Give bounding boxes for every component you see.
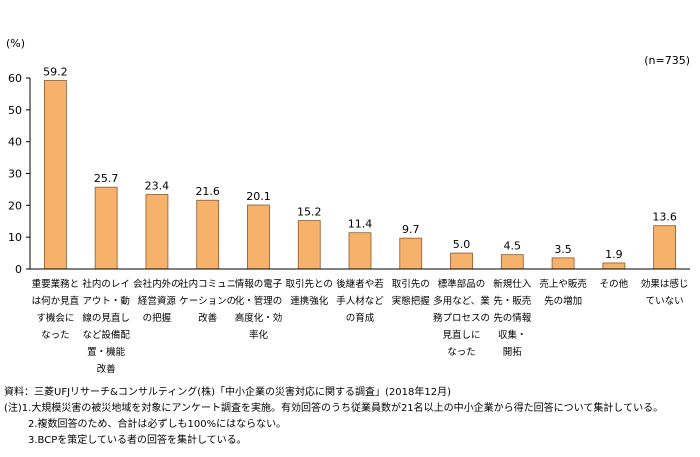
category-label: 情報の電子化・管理の高度化・効率化 bbox=[235, 278, 283, 341]
category-label-line: 実態把握 bbox=[392, 295, 431, 307]
note-1: (注)1.大規模災害の被災地域を対象にアンケート調査を実施。有効回答のうち従業員… bbox=[4, 403, 664, 414]
y-tick-label: 20 bbox=[8, 199, 22, 212]
category-label: その他 bbox=[600, 278, 629, 290]
category-label: 取引先との連携強化 bbox=[286, 278, 333, 307]
category-label-line: その他 bbox=[600, 278, 629, 290]
bar bbox=[145, 194, 169, 270]
y-tick-label: 10 bbox=[8, 231, 22, 244]
category-label-line: 置・機能 bbox=[87, 346, 126, 358]
bar bbox=[43, 80, 67, 270]
category-label-line: 収集・ bbox=[498, 329, 527, 341]
category-label-line: アウト・動 bbox=[82, 296, 130, 307]
bar bbox=[196, 199, 220, 270]
bar-value-label: 1.9 bbox=[605, 248, 623, 261]
category-label-line: 会社内外の bbox=[133, 278, 181, 290]
bar bbox=[348, 232, 372, 270]
bar-value-label: 13.6 bbox=[652, 211, 677, 224]
category-label-line: は何か見直 bbox=[32, 295, 80, 307]
bar-value-label: 3.5 bbox=[554, 243, 572, 256]
category-label: 標準部品の多用など、業務プロセスの見直しになった bbox=[433, 278, 490, 358]
category-label-line: なった bbox=[41, 330, 70, 341]
bar-value-label: 25.7 bbox=[94, 172, 119, 185]
category-label-line: 経営資源 bbox=[138, 295, 177, 307]
category-label: 取引先の実態把握 bbox=[392, 278, 431, 307]
category-label-line: 多用など、業 bbox=[433, 295, 490, 307]
category-label-line: 改善 bbox=[198, 312, 218, 324]
bar-value-label: 23.4 bbox=[145, 180, 170, 193]
category-label-line: ていない bbox=[646, 296, 684, 307]
bar bbox=[602, 262, 626, 270]
bar-value-label: 5.0 bbox=[453, 238, 471, 251]
note-3: 3.BCPを策定している者の回答を集計している。 bbox=[28, 435, 247, 446]
source-note: 資料：三菱UFJリサーチ&コンサルティング(株)「中小企業の災害対応に関する調査… bbox=[4, 387, 451, 398]
category-label-line: 見直しに bbox=[443, 329, 481, 341]
bar-value-label: 15.2 bbox=[297, 206, 322, 219]
category-label-line: ケーションの bbox=[179, 296, 236, 307]
category-label-line: 改善 bbox=[97, 363, 117, 375]
category-label-line: 化・管理の bbox=[235, 295, 283, 307]
category-label-line: など設備配 bbox=[82, 329, 130, 341]
category-label: 社内のレイアウト・動線の見直しなど設備配置・機能改善 bbox=[82, 278, 130, 375]
category-label-line: 手人材など bbox=[336, 295, 384, 307]
bar bbox=[500, 254, 524, 270]
bar bbox=[297, 220, 321, 270]
category-label-line: 標準部品の bbox=[438, 278, 486, 290]
bar bbox=[399, 237, 423, 270]
category-label-line: 先・販売 bbox=[493, 295, 531, 307]
category-label-line: す機会に bbox=[36, 312, 74, 324]
category-label-line: 重要業務と bbox=[32, 278, 80, 290]
bar bbox=[94, 186, 118, 270]
sample-size-label: (n=735) bbox=[644, 54, 690, 67]
category-label-line: の把握 bbox=[143, 312, 172, 324]
category-label: 会社内外の経営資源の把握 bbox=[133, 278, 181, 324]
category-label: 売上や販売先の増加 bbox=[539, 278, 587, 307]
y-axis-unit: (%) bbox=[6, 37, 25, 50]
category-label-line: なった bbox=[447, 347, 476, 358]
category-label-line: 売上や販売 bbox=[539, 278, 587, 290]
category-label-line: 取引先の bbox=[392, 278, 430, 290]
category-label-line: 社内のレイ bbox=[82, 278, 130, 290]
category-label-line: 取引先との bbox=[286, 278, 333, 290]
category-label-line: 開拓 bbox=[503, 346, 523, 358]
category-label-line: 先の増加 bbox=[544, 295, 582, 307]
y-tick-label: 60 bbox=[8, 72, 22, 85]
bar-value-label: 21.6 bbox=[195, 185, 220, 198]
bar-value-label: 9.7 bbox=[402, 223, 420, 236]
bar-value-label: 59.2 bbox=[43, 66, 68, 79]
category-label-line: 情報の電子 bbox=[235, 278, 283, 290]
y-tick-label: 50 bbox=[8, 104, 22, 117]
category-label: 新規仕入先・販売先の情報収集・開拓 bbox=[493, 278, 532, 358]
bar-value-label: 20.1 bbox=[246, 190, 271, 203]
category-label-line: 高度化・効 bbox=[235, 312, 283, 324]
category-label-line: 連携強化 bbox=[290, 295, 329, 307]
category-label-line: 後継者や若 bbox=[336, 278, 384, 290]
category-label-line: の育成 bbox=[346, 312, 375, 324]
bar bbox=[551, 257, 575, 270]
category-label: 社内コミュニケーションの改善 bbox=[179, 278, 236, 324]
category-label-line: 務プロセスの bbox=[433, 312, 490, 324]
category-label-line: 効果は感じ bbox=[641, 278, 689, 290]
bar-value-label: 11.4 bbox=[348, 218, 373, 231]
y-tick-label: 30 bbox=[8, 168, 22, 181]
bar bbox=[247, 204, 270, 270]
category-label: 重要業務とは何か見直す機会になった bbox=[32, 278, 80, 341]
category-label-line: 社内コミュニ bbox=[179, 278, 236, 290]
y-tick-label: 0 bbox=[15, 263, 22, 276]
category-label-line: 線の見直し bbox=[82, 312, 130, 324]
category-label-line: 先の情報 bbox=[493, 312, 532, 324]
bar bbox=[450, 252, 473, 270]
category-label-line: 新規仕入 bbox=[493, 278, 532, 290]
chart-notes: 資料：三菱UFJリサーチ&コンサルティング(株)「中小企業の災害対応に関する調査… bbox=[4, 385, 698, 449]
category-label: 後継者や若手人材などの育成 bbox=[336, 278, 384, 324]
category-label: 効果は感じていない bbox=[641, 278, 689, 307]
y-tick-label: 40 bbox=[8, 136, 22, 149]
category-label-line: 率化 bbox=[249, 329, 269, 341]
bar bbox=[653, 225, 677, 270]
note-2: 2.複数回答のため、合計は必ずしも100%にはならない。 bbox=[28, 419, 287, 430]
bar-value-label: 4.5 bbox=[504, 240, 522, 253]
